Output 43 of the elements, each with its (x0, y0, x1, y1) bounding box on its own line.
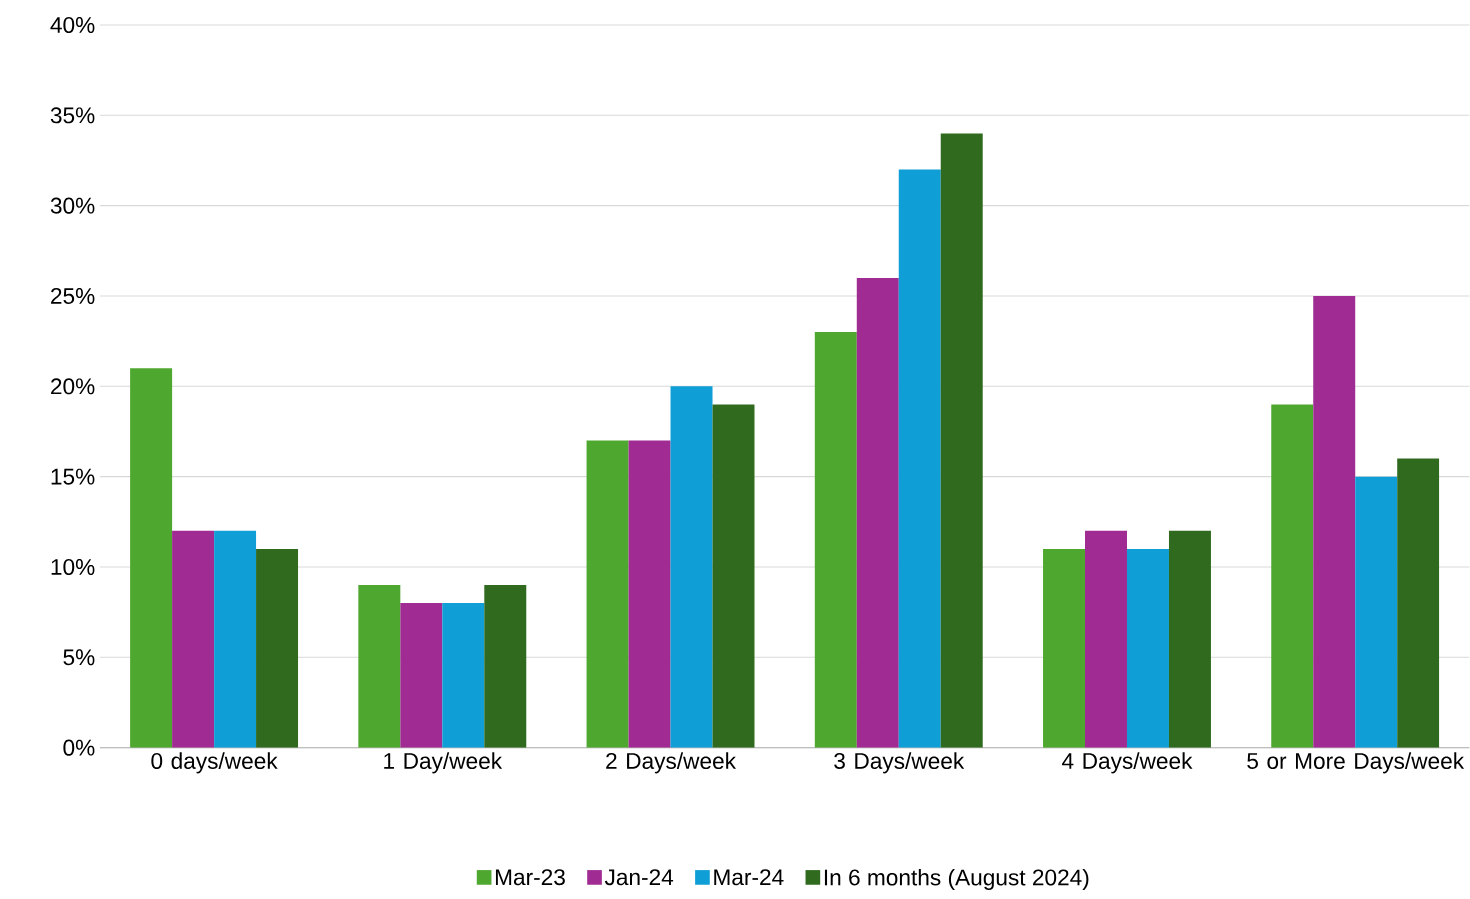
legend-label: Jan-24 (604, 869, 674, 886)
x-tick-label: 1 Day/week (384, 752, 503, 774)
bar (1271, 404, 1314, 748)
x-tick-label: 5 or More Days/week (1247, 752, 1465, 774)
y-tick-label: 20% (51, 378, 95, 395)
y-tick-label: 40% (50, 17, 95, 34)
y-tick-label: 35% (50, 107, 95, 124)
bar (130, 368, 173, 748)
bar (1313, 296, 1356, 748)
y-tick-label: 25% (51, 288, 95, 305)
bar (442, 603, 485, 748)
bar (358, 585, 401, 748)
y-tick-label: 15% (51, 468, 95, 485)
x-tick-label: 0 days/week (151, 752, 278, 774)
bar (856, 278, 899, 748)
legend-label: In 6 months (August 2024) (824, 869, 1089, 891)
bar (712, 404, 755, 748)
bar (1085, 531, 1127, 748)
bar (1397, 458, 1440, 748)
bar (484, 585, 527, 748)
bar (172, 531, 215, 748)
bar (1355, 476, 1398, 748)
y-tick-label: 5% (63, 649, 95, 666)
legend-label: Mar-23 (495, 869, 565, 886)
bar (586, 440, 629, 748)
x-tick-label: 4 Days/week (1062, 752, 1193, 774)
x-tick-label: 3 Days/week (834, 752, 965, 774)
bar (1126, 549, 1169, 748)
bar (940, 133, 983, 748)
x-tick-label: 2 Days/week (606, 752, 737, 774)
legend-label: Mar-24 (714, 869, 784, 886)
bar (1043, 549, 1086, 748)
bar (1168, 531, 1211, 748)
bar (628, 440, 671, 748)
y-tick-label: 30% (50, 197, 95, 214)
bar (400, 603, 443, 748)
y-tick-label: 0% (63, 739, 95, 756)
bar (256, 549, 299, 748)
bar (214, 531, 257, 748)
bar (814, 332, 857, 748)
y-tick-label: 10% (51, 559, 95, 576)
bar (670, 386, 713, 748)
bar (898, 169, 941, 748)
